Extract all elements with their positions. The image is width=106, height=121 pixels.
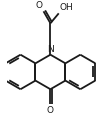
Text: N: N	[47, 45, 54, 54]
Text: OH: OH	[60, 4, 73, 12]
Text: O: O	[35, 1, 42, 10]
Text: O: O	[47, 106, 54, 115]
